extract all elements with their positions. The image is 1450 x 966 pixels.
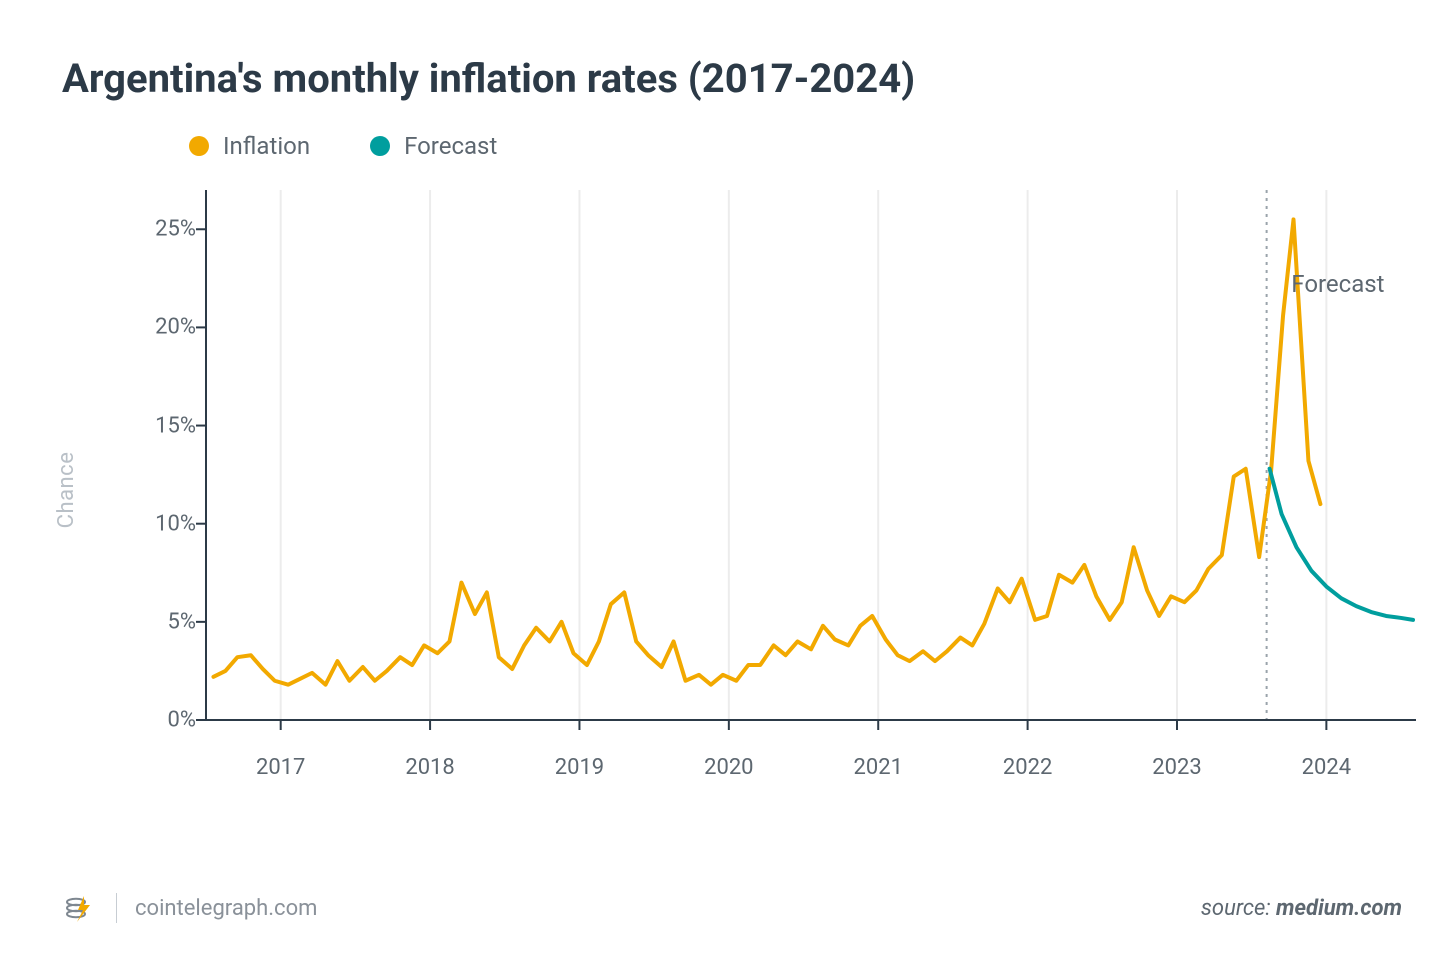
legend: Inflation Forecast xyxy=(189,132,1436,160)
legend-label-inflation: Inflation xyxy=(223,132,310,160)
y-tick-label: 10% xyxy=(116,511,196,536)
x-tick-label: 2024 xyxy=(1302,755,1351,780)
x-tick-label: 2017 xyxy=(256,755,305,780)
legend-label-forecast: Forecast xyxy=(404,132,497,160)
footer-left: cointelegraph.com xyxy=(62,890,317,926)
y-tick-label: 15% xyxy=(116,413,196,438)
legend-item-forecast: Forecast xyxy=(370,132,497,160)
cointelegraph-logo-icon xyxy=(62,890,98,926)
y-tick-label: 25% xyxy=(116,217,196,242)
footer-divider xyxy=(116,893,117,923)
footer: cointelegraph.com source: medium.com xyxy=(62,890,1402,926)
forecast-annotation: Forecast xyxy=(1291,270,1384,298)
source-prefix: source: xyxy=(1201,896,1276,921)
chart-area: Chance 0%5%10%15%20%25% 2017201820192020… xyxy=(76,170,1436,810)
x-tick-label: 2022 xyxy=(1003,755,1052,780)
footer-site: cointelegraph.com xyxy=(135,896,317,921)
source-site: medium.com xyxy=(1276,896,1402,921)
y-tick-label: 20% xyxy=(116,315,196,340)
x-tick-label: 2019 xyxy=(555,755,604,780)
x-tick-label: 2021 xyxy=(853,755,902,780)
legend-item-inflation: Inflation xyxy=(189,132,310,160)
x-tick-label: 2023 xyxy=(1152,755,1201,780)
y-tick-label: 0% xyxy=(116,708,196,733)
x-tick-label: 2018 xyxy=(405,755,454,780)
chart-svg xyxy=(76,170,1436,810)
legend-dot-forecast xyxy=(370,136,390,156)
legend-dot-inflation xyxy=(189,136,209,156)
y-tick-label: 5% xyxy=(116,609,196,634)
chart-title: Argentina's monthly inflation rates (201… xyxy=(62,55,1436,102)
x-tick-label: 2020 xyxy=(704,755,753,780)
footer-source: source: medium.com xyxy=(1201,896,1402,921)
